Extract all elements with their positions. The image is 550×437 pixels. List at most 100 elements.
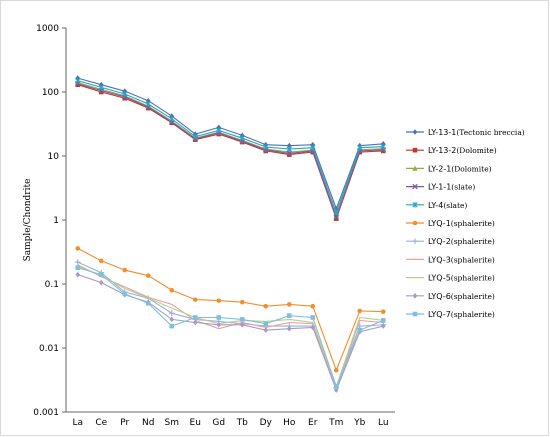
x-tick-label: Sm (165, 418, 179, 428)
legend-item: LYQ-2(sphalerite) (406, 237, 495, 246)
legend-swatch-marker (412, 238, 418, 244)
data-point (98, 279, 104, 286)
legend-item: LYQ-7(sphalerite) (406, 310, 495, 319)
data-point (263, 321, 269, 326)
data-point (75, 246, 81, 251)
legend-label: LYQ-6(sphalerite) (428, 292, 495, 301)
data-point (239, 135, 245, 141)
data-point (357, 308, 363, 314)
legend-swatch-marker (412, 147, 418, 153)
x-tick-label: Tm (328, 418, 343, 428)
y-tick-label: 100 (42, 88, 59, 98)
data-point (98, 258, 104, 264)
legend-label: LY-2-1(Dolomite) (428, 164, 492, 173)
data-point (310, 315, 316, 320)
legend-swatch-marker (412, 202, 418, 208)
legend-label: LYQ-3(sphalerite) (428, 255, 495, 264)
data-point (286, 325, 292, 332)
legend-label: LYQ-5(sphalerite) (428, 274, 495, 283)
data-point (216, 315, 222, 320)
x-tick-label: Dy (260, 418, 273, 428)
x-tick-label: Tb (236, 418, 248, 428)
legend-item: LY-13-1(Tectonic breccia) (406, 128, 525, 137)
data-point (98, 272, 104, 277)
x-tick-label: Lu (378, 418, 389, 428)
y-axis-title: Sample/Chondrite (23, 179, 33, 262)
data-point (286, 146, 292, 152)
data-point (310, 303, 316, 309)
data-point (169, 116, 175, 122)
data-point (169, 316, 175, 323)
y-tick-label: 0.001 (33, 408, 59, 418)
series-line (77, 267, 384, 389)
legend-item: LYQ-6(sphalerite) (406, 292, 495, 301)
data-point (169, 287, 175, 293)
data-point (192, 315, 198, 320)
legend-swatch-marker (412, 165, 418, 171)
y-tick-label: 0.01 (39, 344, 59, 354)
data-point (380, 309, 386, 314)
data-point (74, 259, 81, 265)
legend-swatch-marker (412, 220, 418, 226)
data-point (357, 327, 363, 333)
legend-item: LYQ-3(sphalerite) (406, 255, 495, 264)
data-point (286, 150, 292, 157)
x-tick-label: Eu (190, 418, 201, 428)
y-tick-label: 10 (48, 152, 60, 162)
legend-label: LY-1-1(slate) (428, 183, 475, 192)
x-tick-label: Pr (120, 418, 129, 428)
legend-label: LYQ-1(sphalerite) (428, 219, 495, 228)
y-tick-label: 1 (53, 216, 59, 226)
data-point (145, 300, 151, 306)
data-point (310, 324, 316, 331)
data-point (145, 101, 151, 107)
series-line (77, 77, 384, 211)
data-point (98, 84, 104, 91)
series-line (77, 80, 384, 215)
data-point (75, 265, 81, 270)
legend-item: LYQ-5(sphalerite) (406, 274, 495, 283)
data-point (263, 144, 269, 150)
data-point (263, 303, 269, 309)
data-point (239, 299, 245, 305)
y-tick-label: 1000 (36, 24, 59, 34)
data-point (333, 387, 339, 393)
data-point (380, 143, 386, 150)
x-tick-label: Ho (283, 418, 296, 428)
data-point (122, 91, 128, 97)
data-point (333, 209, 339, 216)
data-point (122, 95, 128, 101)
series-line (77, 264, 384, 391)
x-tick-label: Gd (212, 418, 225, 428)
x-tick-label: Yb (353, 418, 365, 428)
data-point (192, 319, 198, 326)
series-ly-1-1 (75, 80, 386, 221)
series-lyq-3 (77, 264, 384, 391)
legend-label: LY-13-2(Dolomite) (428, 146, 497, 155)
data-point (333, 367, 339, 373)
legend-label: LY-13-1(Tectonic breccia) (428, 128, 525, 137)
series-ly-4 (75, 77, 386, 216)
series-line (77, 84, 384, 221)
legend-swatch-marker (412, 293, 418, 299)
data-point (310, 144, 316, 151)
legend-label: LY-4(slate) (428, 201, 467, 210)
data-point (239, 322, 245, 328)
x-tick-label: La (72, 418, 83, 428)
data-point (192, 133, 198, 140)
data-point (333, 384, 339, 389)
data-point (380, 141, 386, 147)
data-point (239, 317, 245, 322)
legend-item: LY-13-2(Dolomite) (406, 146, 497, 155)
legend-item: LY-2-1(Dolomite) (406, 164, 492, 173)
data-point (263, 327, 269, 333)
y-tick-label: 0.1 (45, 280, 59, 290)
legend-item: LYQ-1(sphalerite) (406, 219, 495, 228)
legend-swatch-marker (412, 311, 418, 317)
series-lyq-1 (75, 246, 386, 373)
series-lyq-7 (75, 265, 386, 389)
legend-label: LYQ-7(sphalerite) (428, 310, 495, 319)
data-point (169, 323, 175, 329)
